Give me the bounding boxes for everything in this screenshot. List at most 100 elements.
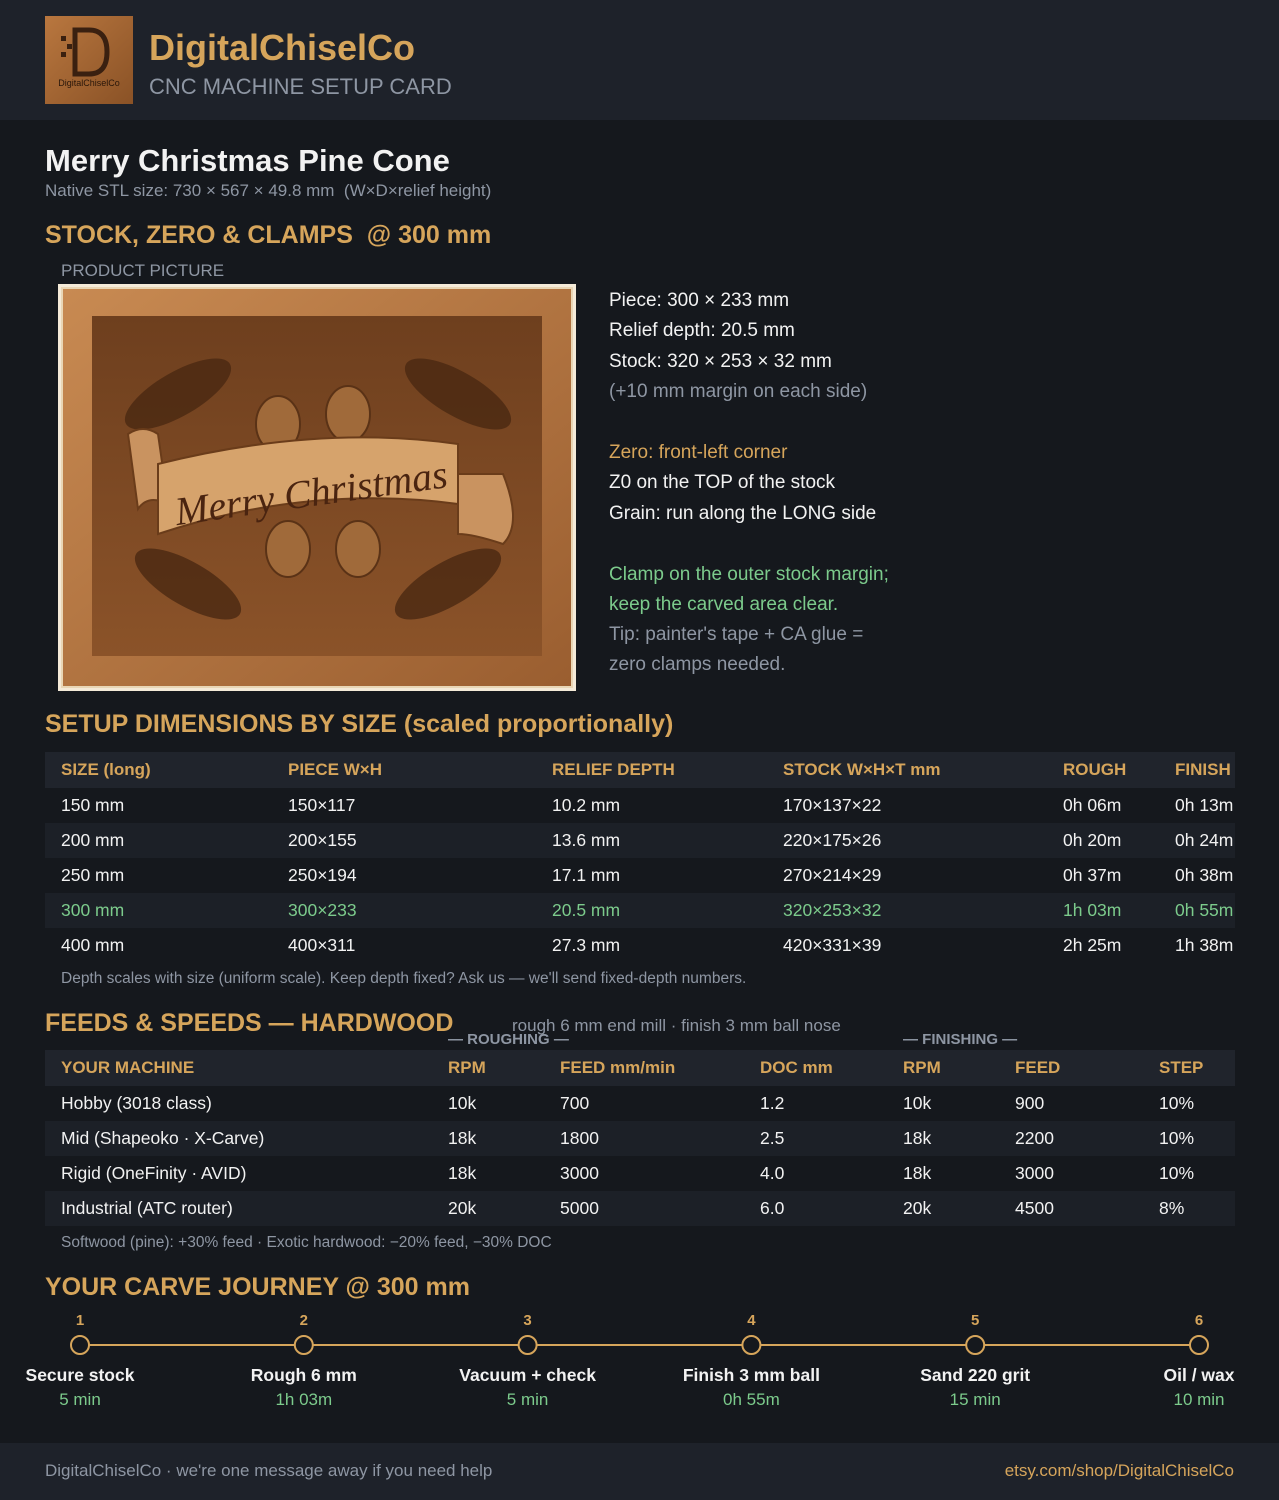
spec-line: (+10 mm margin on each side) bbox=[609, 381, 868, 402]
step-label: Finish 3 mm ball bbox=[683, 1365, 820, 1385]
step-time: 15 min bbox=[950, 1390, 1001, 1409]
step-number: 1 bbox=[76, 1312, 84, 1329]
table-cell: 170×137×22 bbox=[783, 795, 882, 815]
table-cell: 18k bbox=[448, 1128, 477, 1148]
table-row bbox=[45, 823, 1235, 858]
table-cell: 20k bbox=[903, 1198, 932, 1218]
table-cell: 0h 13m bbox=[1175, 795, 1234, 815]
zero-line: Grain: run along the LONG side bbox=[609, 503, 877, 524]
feeds-subtitle: rough 6 mm end mill · finish 3 mm ball n… bbox=[512, 1016, 841, 1035]
clamp-line: zero clamps needed. bbox=[609, 654, 786, 675]
feeds-table: YOUR MACHINE RPM FEED mm/min DOC mm RPM FEED S… bbox=[45, 1050, 1235, 1228]
product-picture: Merry Christmas bbox=[58, 284, 576, 691]
table-cell: 18k bbox=[903, 1163, 932, 1183]
table-cell: 10k bbox=[448, 1093, 477, 1113]
step-time: 1h 03m bbox=[275, 1390, 332, 1409]
table-cell: 150 mm bbox=[61, 795, 125, 815]
footer bbox=[0, 1443, 1279, 1500]
column-header: FINISH bbox=[1175, 760, 1231, 779]
spec-line: Piece: 300 × 233 mm bbox=[609, 290, 790, 311]
table-cell: 6.0 bbox=[760, 1198, 785, 1218]
column-header: RPM bbox=[903, 1058, 941, 1077]
table-row bbox=[45, 1121, 1235, 1156]
step-label: Oil / wax bbox=[1164, 1365, 1235, 1385]
step-time: 0h 55m bbox=[723, 1390, 780, 1409]
journey-timeline: 1 Secure stock 5 min 2 Rough 6 mm 1h 03m 3 Vacu… bbox=[26, 1312, 1235, 1409]
table-cell: 3000 bbox=[1015, 1163, 1054, 1183]
column-header: PIECE W×H bbox=[288, 760, 382, 779]
table-cell: 0h 06m bbox=[1063, 795, 1122, 815]
table-row bbox=[45, 1191, 1235, 1226]
table-row bbox=[45, 893, 1235, 928]
group-label: — FINISHING — bbox=[903, 1031, 1018, 1048]
table-cell: 4500 bbox=[1015, 1198, 1054, 1218]
table-cell: Industrial (ATC router) bbox=[61, 1198, 233, 1218]
dimensions-table: SIZE (long) PIECE W×H RELIEF DEPTH STOCK W×… bbox=[45, 752, 1235, 964]
table-cell: 1h 03m bbox=[1063, 900, 1122, 920]
step-dot bbox=[293, 1335, 314, 1355]
table-cell: 2200 bbox=[1015, 1128, 1054, 1148]
table-cell: 10% bbox=[1159, 1093, 1195, 1113]
table-cell: 20k bbox=[448, 1198, 477, 1218]
zero-line: Zero: front-left corner bbox=[609, 442, 788, 463]
step-number: 2 bbox=[300, 1312, 308, 1329]
section-heading: YOUR CARVE JOURNEY @ 300 mm bbox=[45, 1273, 470, 1301]
step-label: Rough 6 mm bbox=[251, 1365, 357, 1385]
group-label: — ROUGHING — bbox=[448, 1031, 569, 1048]
section-heading: FEEDS & SPEEDS — HARDWOOD bbox=[45, 1009, 454, 1037]
table-cell: 10k bbox=[903, 1093, 932, 1113]
table-cell: 10% bbox=[1159, 1163, 1195, 1183]
spec-line: Relief depth: 20.5 mm bbox=[609, 320, 795, 341]
product-name: Merry Christmas Pine Cone bbox=[45, 143, 450, 178]
table-row bbox=[45, 788, 1235, 823]
table-row bbox=[45, 928, 1235, 963]
footer-link[interactable]: etsy.com/shop/DigitalChiselCo bbox=[1004, 1461, 1234, 1480]
header bbox=[0, 0, 1279, 120]
table-note: Softwood (pine): +30% feed · Exotic hard… bbox=[61, 1234, 552, 1251]
table-cell: 300×233 bbox=[288, 900, 357, 920]
step-number: 5 bbox=[971, 1312, 979, 1329]
step-dot bbox=[70, 1335, 90, 1355]
step-dot bbox=[1189, 1335, 1209, 1355]
brand-subtitle: CNC MACHINE SETUP CARD bbox=[149, 74, 452, 99]
table-cell: 0h 38m bbox=[1175, 865, 1234, 885]
table-cell: Rigid (OneFinity · AVID) bbox=[61, 1163, 247, 1183]
footer-left: DigitalChiselCo · we're one message away… bbox=[45, 1461, 493, 1480]
table-cell: 1800 bbox=[560, 1128, 599, 1148]
table-cell: 320×253×32 bbox=[783, 900, 882, 920]
table-row bbox=[45, 858, 1235, 893]
zero-line: Z0 on the TOP of the stock bbox=[609, 472, 836, 493]
table-cell: 400 mm bbox=[61, 935, 125, 955]
table-cell: 700 bbox=[560, 1093, 590, 1113]
step-number: 6 bbox=[1195, 1312, 1203, 1329]
table-cell: 4.0 bbox=[760, 1163, 785, 1183]
step-time: 5 min bbox=[59, 1390, 101, 1409]
table-cell: 2h 25m bbox=[1063, 935, 1122, 955]
clamp-line: keep the carved area clear. bbox=[609, 594, 839, 615]
column-header: STOCK W×H×T mm bbox=[783, 760, 941, 779]
table-cell: 17.1 mm bbox=[552, 865, 621, 885]
column-header: FEED bbox=[1015, 1058, 1061, 1077]
table-cell: 420×331×39 bbox=[783, 935, 882, 955]
table-cell: 270×214×29 bbox=[783, 865, 882, 885]
table-cell: 200×155 bbox=[288, 830, 357, 850]
spec-line: Stock: 320 × 253 × 32 mm bbox=[609, 351, 832, 372]
table-cell: 0h 20m bbox=[1063, 830, 1122, 850]
column-header: DOC mm bbox=[760, 1058, 833, 1077]
table-cell: 10% bbox=[1159, 1128, 1195, 1148]
table-cell: 1.2 bbox=[760, 1093, 785, 1113]
table-cell: 18k bbox=[903, 1128, 932, 1148]
table-cell: 0h 24m bbox=[1175, 830, 1234, 850]
table-cell: 300 mm bbox=[61, 900, 125, 920]
table-cell: 250×194 bbox=[288, 865, 357, 885]
table-cell: 0h 37m bbox=[1063, 865, 1122, 885]
header-row bbox=[45, 1050, 1235, 1086]
table-row bbox=[45, 1086, 1235, 1121]
step-label: Sand 220 grit bbox=[920, 1365, 1030, 1385]
table-cell: 5000 bbox=[560, 1198, 599, 1218]
table-cell: 20.5 mm bbox=[552, 900, 621, 920]
step-dot bbox=[517, 1335, 538, 1355]
column-header: SIZE (long) bbox=[61, 760, 151, 779]
header-row bbox=[45, 752, 1235, 788]
clamp-line: Tip: painter's tape + CA glue = bbox=[609, 624, 864, 645]
